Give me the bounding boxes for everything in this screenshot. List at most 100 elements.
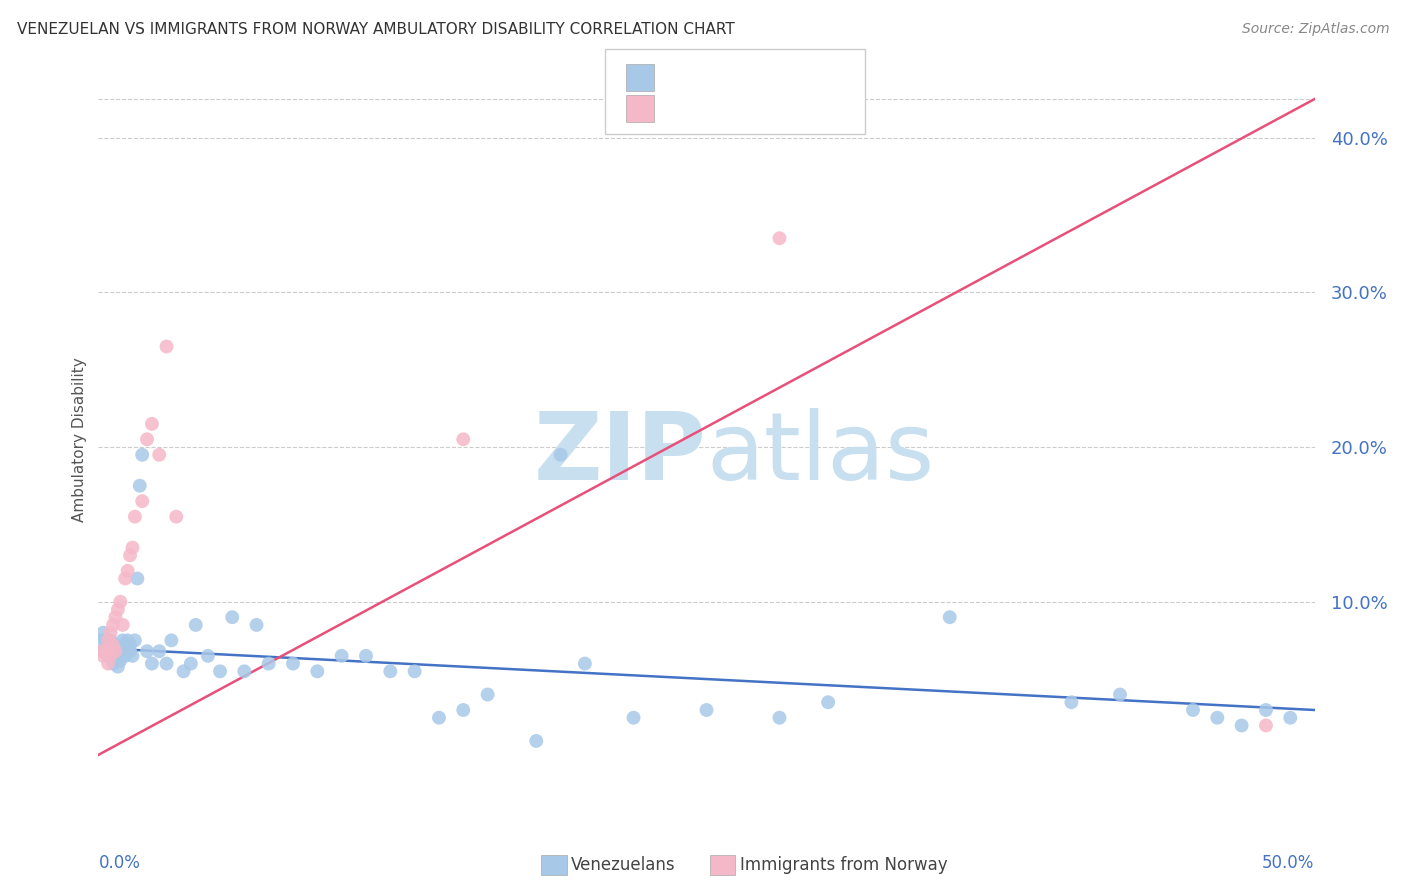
Point: [1182, 703, 1205, 717]
Point: [233, 665, 256, 679]
Point: [1206, 711, 1229, 725]
Point: [101, 641, 124, 656]
Point: [155, 657, 177, 671]
Point: [117, 564, 139, 578]
Point: [404, 665, 426, 679]
Point: [101, 638, 124, 652]
Point: [97, 648, 120, 663]
Point: [117, 644, 139, 658]
Point: [124, 509, 146, 524]
Point: [100, 644, 122, 658]
Point: [121, 648, 143, 663]
Point: [124, 633, 146, 648]
Point: [209, 665, 232, 679]
Point: [623, 711, 645, 725]
Point: [155, 339, 177, 353]
Point: [1230, 718, 1253, 732]
Text: 50.0%: 50.0%: [1263, 854, 1315, 871]
Point: [453, 433, 475, 447]
Point: [110, 641, 132, 656]
Text: N =: N =: [761, 69, 797, 87]
Point: [131, 448, 153, 462]
Point: [148, 448, 170, 462]
Point: [221, 610, 243, 624]
Point: [101, 618, 124, 632]
Point: [110, 653, 132, 667]
Point: [111, 618, 134, 632]
Point: [257, 657, 280, 671]
Point: [148, 644, 170, 658]
Point: [550, 448, 572, 462]
Text: R =: R =: [665, 100, 706, 118]
Text: -0.235: -0.235: [696, 69, 749, 87]
Point: [160, 633, 183, 648]
Point: [111, 644, 134, 658]
Point: [1060, 695, 1083, 709]
Point: [128, 479, 150, 493]
Text: N =: N =: [761, 100, 797, 118]
Point: [94, 644, 117, 658]
Point: [574, 657, 596, 671]
Text: 0.0%: 0.0%: [98, 854, 141, 871]
Point: [141, 657, 163, 671]
Point: [90, 633, 112, 648]
Point: [118, 638, 141, 652]
Point: [107, 644, 129, 658]
Point: [1109, 688, 1132, 702]
Point: [330, 648, 353, 663]
Point: [165, 509, 187, 524]
Point: [453, 703, 475, 717]
Point: [173, 665, 195, 679]
Point: [110, 595, 132, 609]
Point: [281, 657, 304, 671]
Point: [91, 625, 114, 640]
Point: [1279, 711, 1302, 725]
Point: [107, 602, 129, 616]
Point: [939, 610, 962, 624]
Point: [91, 644, 114, 658]
Text: ZIP: ZIP: [534, 408, 707, 500]
Point: [104, 638, 127, 652]
Point: [380, 665, 402, 679]
Point: [1254, 703, 1277, 717]
Text: VENEZUELAN VS IMMIGRANTS FROM NORWAY AMBULATORY DISABILITY CORRELATION CHART: VENEZUELAN VS IMMIGRANTS FROM NORWAY AMB…: [17, 22, 734, 37]
Text: 28: 28: [792, 100, 813, 118]
Point: [136, 433, 159, 447]
Point: [104, 644, 127, 658]
Point: [131, 494, 153, 508]
Point: [111, 633, 134, 648]
Text: 68: 68: [792, 69, 813, 87]
Point: [107, 659, 129, 673]
Point: [184, 618, 207, 632]
Point: [90, 644, 112, 658]
Point: [117, 633, 139, 648]
Point: [180, 657, 202, 671]
Point: [114, 572, 136, 586]
Point: [118, 549, 141, 563]
Point: [141, 417, 163, 431]
Point: [427, 711, 450, 725]
Point: [104, 610, 127, 624]
Point: [114, 638, 136, 652]
Point: [100, 633, 122, 648]
Point: [768, 711, 790, 725]
Point: [91, 648, 114, 663]
Point: [477, 688, 499, 702]
Point: [1254, 718, 1277, 732]
Point: [97, 633, 120, 648]
Point: [136, 644, 159, 658]
Point: [307, 665, 329, 679]
Point: [768, 231, 790, 245]
Y-axis label: Ambulatory Disability: Ambulatory Disability: [72, 357, 87, 522]
Point: [127, 572, 149, 586]
Text: Venezuelans: Venezuelans: [571, 856, 675, 874]
Point: [97, 657, 120, 671]
Point: [197, 648, 219, 663]
Point: [94, 641, 117, 656]
Point: [97, 638, 120, 652]
Point: [104, 648, 127, 663]
Point: [100, 625, 122, 640]
Point: [245, 618, 267, 632]
Text: atlas: atlas: [707, 408, 935, 500]
Point: [696, 703, 718, 717]
